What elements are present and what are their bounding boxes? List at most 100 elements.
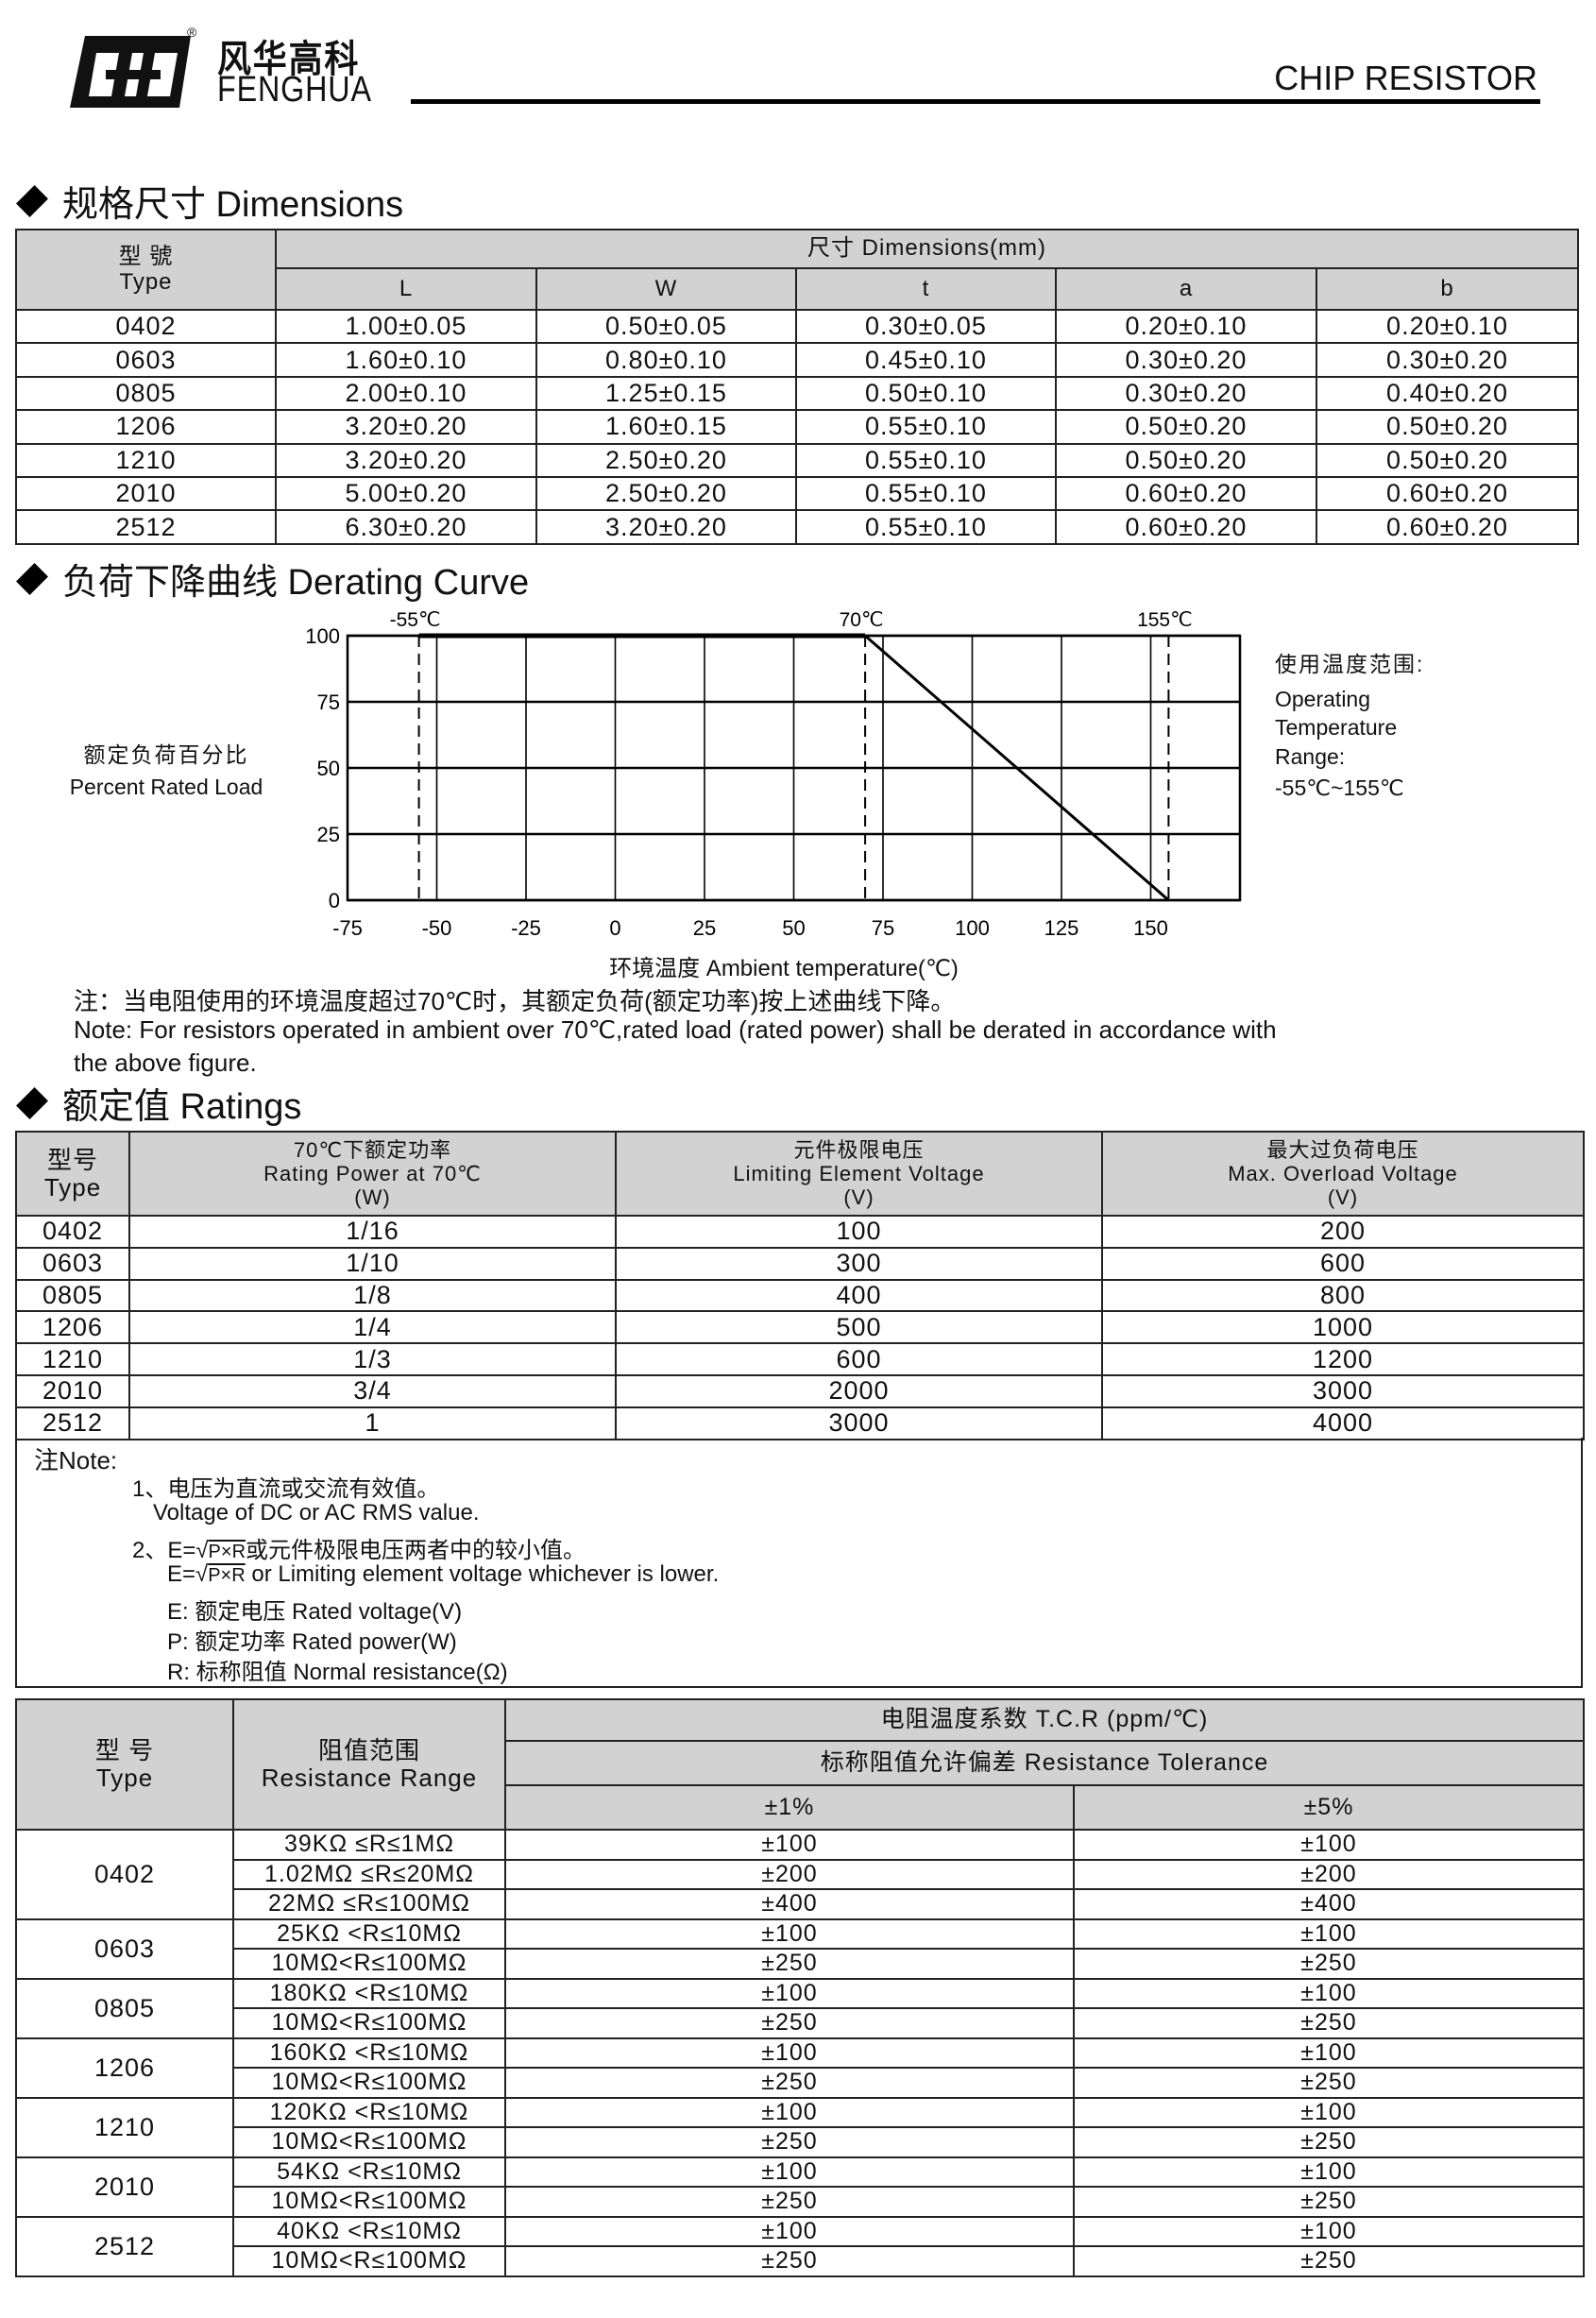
tcr-value-cell: ±250 — [504, 1948, 1075, 1980]
tcr-value-cell: ±100 — [1072, 2096, 1586, 2128]
type-cell: 2512 — [15, 2215, 234, 2277]
dimension-cell: 3.20±0.20 — [275, 409, 537, 445]
registered-mark: ® — [187, 25, 197, 40]
ratings-table: 型号 Type 70℃下额定功率 Rating Power at 70℃ (W) 元件极限… — [15, 1131, 1585, 1440]
header-line: 型号 — [46, 1145, 98, 1174]
type-cell: 0603 — [15, 342, 277, 378]
marker-label: 155℃ — [1137, 609, 1193, 631]
x-tick-label: 25 — [693, 916, 716, 940]
ratings-cell: 1/8 — [128, 1278, 617, 1313]
derating-curve-segment — [864, 634, 1170, 902]
derating-note-cn: 注：当电阻使用的环境温度超过70℃时，其额定负荷(额定功率)按上述曲线下降。 — [74, 987, 956, 1015]
dimension-cell: 0.60±0.20 — [1315, 475, 1580, 512]
derating-heading: 负荷下降曲线 Derating Curve — [13, 553, 529, 605]
dimension-cell: 0.50±0.05 — [535, 308, 797, 345]
dimension-cell: 0.20±0.10 — [1055, 308, 1317, 345]
table-row: 10MΩ<R≤100MΩ ±250 ±250 — [16, 2007, 1586, 2039]
dimension-cell: 0.45±0.10 — [795, 342, 1057, 378]
x-tick-label: 0 — [609, 916, 620, 940]
tcr-value-cell: ±400 — [1072, 1888, 1586, 1920]
header-line: Rating Power at 70℃ — [263, 1161, 482, 1185]
type-cell: 0805 — [15, 1977, 234, 2039]
dimension-cell: 0.30±0.20 — [1315, 342, 1580, 378]
x-tick-label: -25 — [511, 916, 541, 940]
table-row: 2010 5.00±0.20 2.50±0.20 0.55±0.10 0.60±0.20… — [15, 475, 1580, 512]
resistance-range-cell: 120KΩ <R≤10MΩ — [232, 2096, 506, 2128]
derating-note-en-cont: the above figure. — [74, 1048, 257, 1077]
ratings-cell: 1/16 — [128, 1215, 617, 1249]
diamond-bullet-icon — [16, 184, 48, 217]
y-tick-label: 25 — [317, 823, 340, 846]
dimension-cell: 1.25±0.15 — [535, 375, 797, 412]
header-row: 型 号 Type 阻值范围 Resistance Range 电阻温度系数 T.C.R … — [15, 1698, 1586, 1831]
type-cell: 2010 — [15, 2156, 234, 2218]
resistance-range-cell: 22MΩ ≤R≤100MΩ — [232, 1888, 506, 1920]
table-row: 1210 1/3 600 1200 — [15, 1342, 1585, 1376]
table-row: 0805 1/8 400 800 — [15, 1278, 1585, 1313]
type-cell: 0805 — [15, 375, 277, 412]
ratings-heading: 额定值 Ratings — [13, 1077, 301, 1129]
type-header-cn: 型 号 — [94, 1736, 155, 1765]
dimension-cell: 0.30±0.05 — [795, 308, 1057, 345]
tcr-value-cell: ±100 — [504, 1977, 1075, 2009]
table-row: 1210 3.20±0.20 2.50±0.20 0.55±0.10 0.50±0.20… — [15, 442, 1580, 478]
table-row: 1206 1/4 500 1000 — [15, 1310, 1585, 1345]
ratings-notes-box: 注Note: 1、电压为直流或交流有效值。 Voltage of DC or A… — [15, 1438, 1583, 1688]
tolerance-header: 标称阻值允许偏差 Resistance Tolerance — [503, 1740, 1586, 1786]
tcr-value-cell: ±400 — [504, 1888, 1075, 1920]
header-line: 70℃下额定功率 — [293, 1137, 452, 1162]
dimension-cell: 0.50±0.10 — [795, 375, 1057, 412]
tcr-value-cell: ±100 — [1072, 2156, 1586, 2188]
range-line: Operating — [1275, 686, 1371, 711]
table-row: 10MΩ<R≤100MΩ ±250 ±250 — [16, 2126, 1586, 2158]
tcr-value-cell: ±250 — [504, 2126, 1075, 2158]
sqrt-icon: √ — [195, 1561, 209, 1587]
tcr-table: 型 号 Type 阻值范围 Resistance Range 电阻温度系数 T.C.R … — [15, 1698, 1586, 2277]
dimension-cell: 3.20±0.20 — [535, 509, 797, 545]
ratings-cell: 300 — [615, 1246, 1103, 1281]
dimension-cell: 3.20±0.20 — [275, 442, 537, 478]
y-tick-label: 100 — [305, 624, 340, 648]
formula-radicand: P×R — [208, 1542, 246, 1562]
table-row: 10MΩ<R≤100MΩ ±250 ±250 — [16, 1948, 1586, 1980]
type-cell: 0603 — [15, 1246, 130, 1281]
ratings-cell: 3/4 — [128, 1373, 617, 1408]
x-tick-label: -50 — [422, 916, 452, 940]
ratings-cell: 3000 — [1101, 1373, 1585, 1408]
dimension-cell: 1.00±0.05 — [275, 308, 537, 345]
tcr-value-cell: ±250 — [1072, 2245, 1586, 2277]
range-header: 阻值范围 Resistance Range — [232, 1698, 506, 1831]
type-cell: 2010 — [15, 475, 277, 512]
derating-heading-text: 负荷下降曲线 Derating Curve — [62, 563, 530, 603]
document-title: CHIP RESISTOR — [1274, 59, 1537, 97]
tcr-value-cell: ±100 — [504, 2215, 1075, 2247]
formula-radicand: P×R — [208, 1565, 246, 1586]
resistance-range-cell: 1.02MΩ ≤R≤20MΩ — [232, 1858, 506, 1890]
ratings-cell: 400 — [615, 1278, 1103, 1313]
table-row: 1210 120KΩ <R≤10MΩ ±100 ±100 — [15, 2096, 1586, 2158]
x-axis-label: 环境温度 Ambient temperature(℃) — [609, 956, 959, 981]
type-cell: 1210 — [15, 1342, 130, 1376]
table-row: 0603 1/10 300 600 — [15, 1246, 1585, 1281]
table-row: 2010 54KΩ <R≤10MΩ ±100 ±100 — [15, 2156, 1586, 2218]
logo-en-text: FENGHUA — [217, 70, 372, 110]
type-cell: 1206 — [15, 2037, 234, 2099]
y-axis-label: 额定负荷百分比 Percent Rated Load — [53, 739, 280, 803]
note-1-en: Voltage of DC or AC RMS value. — [153, 1500, 480, 1525]
type-cell: 2512 — [15, 1406, 130, 1440]
marker-label: -55℃ — [390, 609, 441, 631]
dimension-cell: 6.30±0.20 — [275, 509, 537, 545]
header-row: 型号 Type 70℃下额定功率 Rating Power at 70℃ (W) 元件极限… — [15, 1131, 1585, 1217]
ratings-cell: 200 — [1101, 1215, 1585, 1249]
type-cell: 0402 — [15, 1215, 130, 1249]
type-header: 型 号 Type — [15, 1698, 234, 1831]
table-row: 10MΩ<R≤100MΩ ±250 ±250 — [16, 2067, 1586, 2099]
dimension-cell: 0.60±0.20 — [1055, 475, 1317, 512]
y-tick-label: 50 — [317, 757, 340, 780]
header-row: ±1% ±5% — [16, 1784, 1586, 1831]
dimension-cell: 0.55±0.10 — [795, 409, 1057, 445]
x-tick-label: 75 — [872, 916, 894, 940]
tolerance-column-header: ±5% — [1072, 1784, 1586, 1831]
type-cell: 1206 — [15, 1310, 130, 1345]
